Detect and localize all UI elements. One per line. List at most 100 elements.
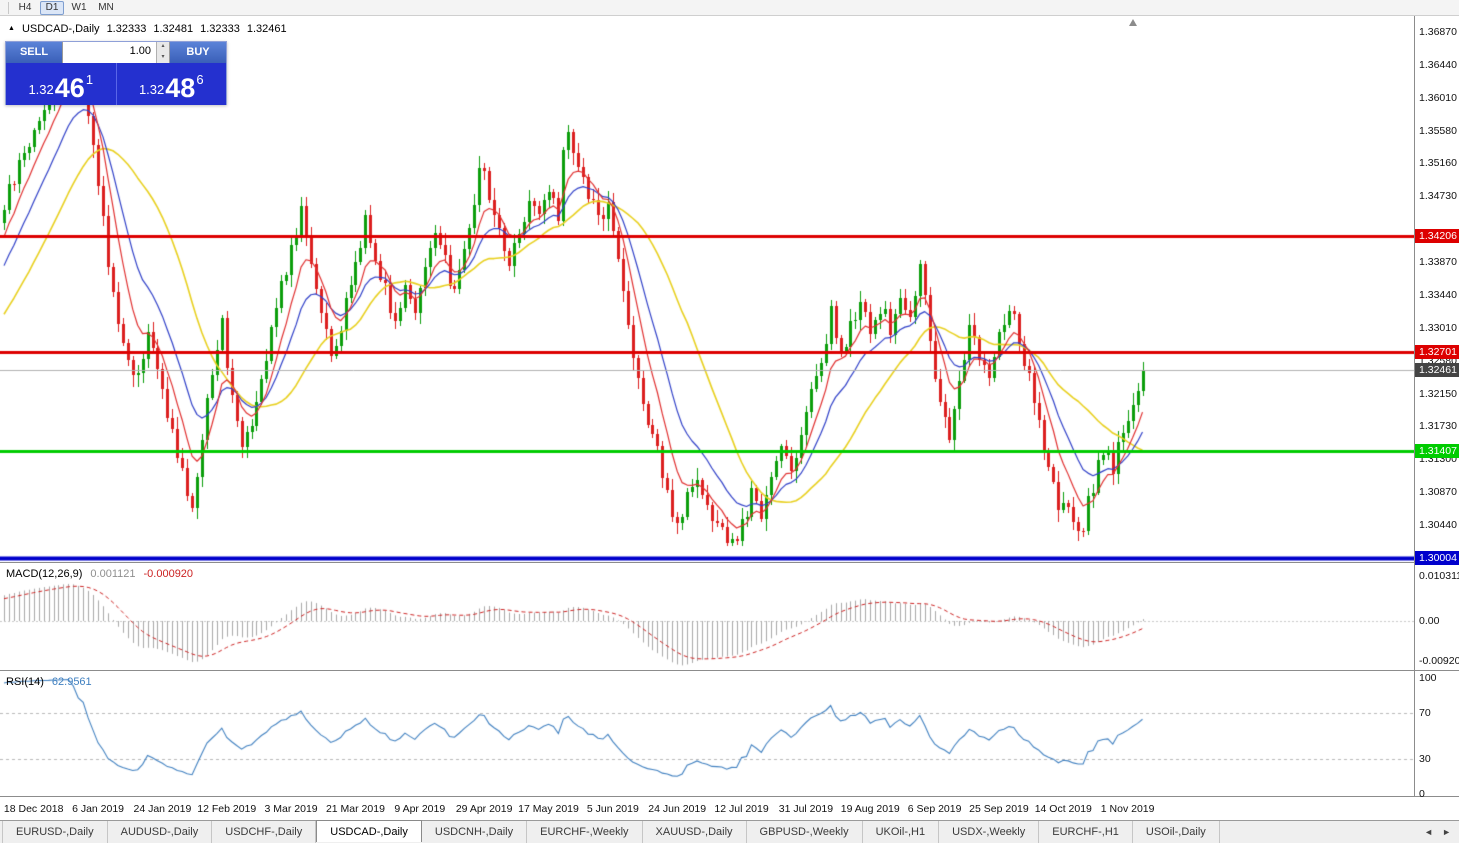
date-axis-label: 5 Jun 2019 bbox=[586, 803, 639, 815]
chart-tab-eurchf-weekly[interactable]: EURCHF-,Weekly bbox=[527, 821, 643, 843]
price-chart-canvas[interactable] bbox=[0, 16, 1414, 562]
price-axis-label: 1.36870 bbox=[1419, 26, 1457, 39]
ohlc-high-value: 1.32481 bbox=[153, 23, 194, 35]
timeframe-button-mn[interactable]: MN bbox=[98, 1, 114, 13]
panel-separator[interactable] bbox=[0, 562, 1459, 563]
price-axis-label: 1.32150 bbox=[1419, 387, 1457, 400]
resistance-price-badge: 1.34206 bbox=[1415, 229, 1459, 244]
macd-main-value: 0.001121 bbox=[90, 568, 136, 580]
rsi-axis-label: 0 bbox=[1419, 788, 1425, 800]
one-click-trading-panel: SELL 1.00 ▴ ▾ BUY 1.32 46 1 1.32 bbox=[5, 41, 227, 105]
price-axis-label: 1.33010 bbox=[1419, 321, 1457, 334]
panel-separator[interactable] bbox=[0, 796, 1459, 797]
ohlc-open-value: 1.32333 bbox=[106, 23, 147, 35]
support-price-badge: 1.31407 bbox=[1415, 443, 1459, 458]
chart-tab-usdx-weekly[interactable]: USDX-,Weekly bbox=[939, 821, 1040, 843]
date-axis-label: 24 Jun 2019 bbox=[648, 803, 707, 815]
tab-scroll-buttons: ◄ ► bbox=[1419, 821, 1456, 843]
buy-button[interactable]: BUY bbox=[170, 42, 226, 63]
trade-buttons-row: SELL 1.00 ▴ ▾ BUY bbox=[6, 42, 226, 63]
date-axis-label: 19 Aug 2019 bbox=[840, 803, 900, 815]
price-axis-label: 1.33870 bbox=[1419, 256, 1457, 269]
date-axis-label: 29 Apr 2019 bbox=[455, 803, 513, 815]
tab-scroll-right-icon[interactable]: ► bbox=[1442, 827, 1451, 837]
chart-tab-ukoil-h1[interactable]: UKOil-,H1 bbox=[863, 821, 940, 843]
tab-scroll-left-icon[interactable]: ◄ bbox=[1424, 827, 1434, 837]
rsi-axis-label: 100 bbox=[1419, 672, 1437, 684]
price-axis-label: 1.36440 bbox=[1419, 58, 1457, 71]
chart-tab-usoil-daily[interactable]: USOil-,Daily bbox=[1133, 821, 1220, 843]
chart-tab-usdcnh-daily[interactable]: USDCNH-,Daily bbox=[422, 821, 528, 843]
date-axis-label: 9 Apr 2019 bbox=[394, 803, 446, 815]
current-price-price-badge: 1.32461 bbox=[1415, 363, 1459, 378]
date-axis-label: 24 Jan 2019 bbox=[133, 803, 192, 815]
volume-value[interactable]: 1.00 bbox=[129, 45, 151, 57]
ohlc-close-value: 1.32461 bbox=[246, 23, 287, 35]
date-axis-label: 18 Dec 2018 bbox=[3, 803, 64, 815]
rsi-value: 62.9561 bbox=[51, 676, 92, 688]
price-axis-label: 1.34730 bbox=[1419, 190, 1457, 203]
buy-price-prefix: 1.32 bbox=[138, 82, 165, 97]
chart-tab-gbpusd-weekly[interactable]: GBPUSD-,Weekly bbox=[747, 821, 863, 843]
rsi-indicator-label: RSI(14) 62.9561 bbox=[6, 676, 92, 688]
macd-axis-label: 0.010311 bbox=[1419, 570, 1459, 582]
chart-tab-xauusd-daily[interactable]: XAUUSD-,Daily bbox=[643, 821, 747, 843]
timeframe-button-h4[interactable]: H4 bbox=[18, 1, 32, 13]
support-price-badge: 1.30004 bbox=[1415, 551, 1459, 566]
buy-price-pipette: 6 bbox=[196, 72, 204, 87]
chart-tab-usdchf-daily[interactable]: USDCHF-,Daily bbox=[212, 821, 317, 843]
sell-price-display: 1.32 46 1 bbox=[6, 63, 117, 105]
ohlc-low-value: 1.32333 bbox=[200, 23, 240, 35]
volume-decrease-button[interactable]: ▾ bbox=[157, 52, 169, 63]
resistance-price-badge: 1.32701 bbox=[1415, 344, 1459, 359]
timeframe-button-w1[interactable]: W1 bbox=[71, 1, 87, 13]
chart-tab-usdcad-daily[interactable]: USDCAD-,Daily bbox=[316, 820, 422, 842]
price-axis-label: 1.30440 bbox=[1419, 519, 1457, 531]
sell-button[interactable]: SELL bbox=[6, 42, 62, 63]
volume-input[interactable]: 1.00 ▴ ▾ bbox=[62, 42, 170, 63]
date-axis-label: 6 Sep 2019 bbox=[907, 803, 962, 815]
timeframe-toolbar: H4 D1 W1 MN bbox=[0, 0, 1459, 16]
sell-price-pipette: 1 bbox=[85, 72, 94, 87]
chart-tab-audusd-daily[interactable]: AUDUSD-,Daily bbox=[108, 821, 213, 843]
chart-symbol-label: USDCAD-,Daily bbox=[21, 23, 100, 35]
date-axis-label: 1 Nov 2019 bbox=[1100, 803, 1155, 815]
date-axis-label: 25 Sep 2019 bbox=[969, 803, 1029, 815]
date-axis-label: 14 Oct 2019 bbox=[1034, 803, 1092, 815]
price-axis-label: 1.33440 bbox=[1419, 289, 1457, 301]
chart-shift-marker[interactable] bbox=[1129, 19, 1137, 26]
time-axis[interactable]: 18 Dec 2018 6 Jan 2019 24 Jan 2019 12 Feb 2… bbox=[0, 798, 1459, 820]
chart-tab-eurusd-daily[interactable]: EURUSD-,Daily bbox=[2, 821, 108, 843]
symbol-marker-icon: ▲ bbox=[8, 24, 15, 32]
macd-signal-value: -0.000920 bbox=[143, 568, 194, 580]
price-axis-label: 1.31730 bbox=[1419, 420, 1457, 433]
date-axis-label: 17 May 2019 bbox=[518, 803, 579, 815]
price-axis-separator bbox=[1414, 16, 1415, 796]
rsi-indicator-canvas[interactable] bbox=[0, 672, 1414, 796]
sell-price-prefix: 1.32 bbox=[28, 82, 54, 97]
volume-increase-button[interactable]: ▴ bbox=[157, 42, 169, 53]
date-axis-label: 12 Jul 2019 bbox=[714, 803, 769, 815]
price-axis[interactable]: 1.36870 1.36440 1.36010 1.35580 1.35160 1.347… bbox=[1415, 16, 1459, 820]
price-axis-label: 1.36010 bbox=[1419, 91, 1457, 104]
rsi-axis-label: 30 bbox=[1419, 753, 1431, 766]
chart-tab-eurchf-h1[interactable]: EURCHF-,H1 bbox=[1039, 821, 1133, 843]
macd-indicator-canvas[interactable] bbox=[0, 564, 1414, 670]
date-axis-label: 21 Mar 2019 bbox=[325, 803, 385, 815]
timeframe-button-d1[interactable]: D1 bbox=[40, 0, 64, 15]
chevron-up-icon: ▴ bbox=[161, 43, 165, 49]
panel-separator[interactable] bbox=[0, 670, 1459, 671]
buy-price-display: 1.32 48 6 bbox=[117, 63, 227, 105]
toolbar-separator bbox=[8, 1, 9, 14]
timeframe-buttons-group: H4 D1 W1 MN bbox=[13, 0, 118, 15]
buy-price-digits: 48 bbox=[165, 73, 196, 104]
chart-ohlc-header: ▲ USDCAD-,Daily 1.32333 1.32481 1.32333 … bbox=[8, 23, 287, 35]
date-axis-label: 31 Jul 2019 bbox=[778, 803, 834, 815]
date-axis-label: 6 Jan 2019 bbox=[72, 803, 125, 815]
macd-name: MACD(12,26,9) bbox=[6, 568, 83, 580]
chart-tabs: EURUSD-,Daily AUDUSD-,Daily USDCHF-,Daily U… bbox=[0, 820, 1459, 843]
volume-spinner: ▴ ▾ bbox=[156, 42, 169, 63]
date-axis-label: 12 Feb 2019 bbox=[197, 803, 257, 815]
